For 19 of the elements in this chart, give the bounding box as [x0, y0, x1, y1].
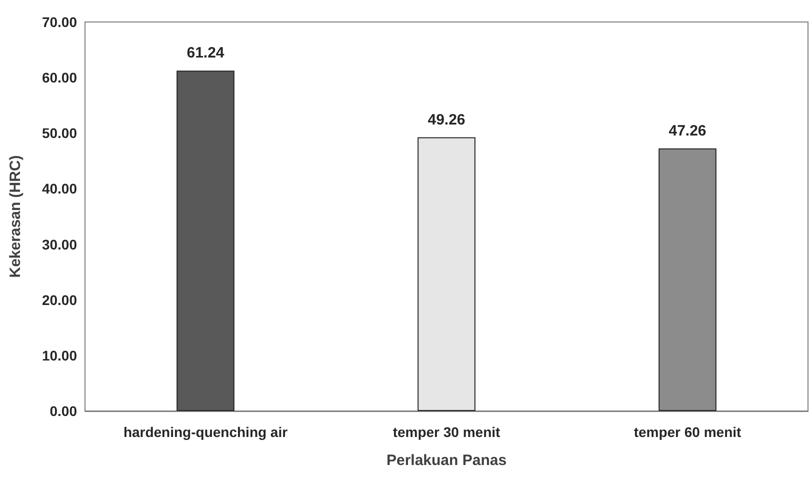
y-axis-title: Kekerasan (HRC) [7, 155, 24, 278]
bar [176, 70, 234, 411]
y-tick-label: 70.00 [42, 14, 78, 30]
x-axis-title: Perlakuan Panas [386, 452, 507, 469]
y-tick-label: 40.00 [42, 180, 78, 197]
y-tick-label: 10.00 [42, 347, 78, 364]
bar [418, 137, 476, 411]
y-tick-label: 60.00 [42, 70, 78, 86]
x-tick-label: temper 60 menit [634, 424, 742, 440]
bar [658, 148, 716, 411]
y-tick-label: 50.00 [42, 125, 78, 142]
data-label: 49.26 [428, 111, 466, 128]
y-tick-label: 0.00 [50, 403, 78, 419]
y-tick-label: 30.00 [42, 236, 78, 252]
y-tick-label: 20.00 [42, 292, 78, 308]
data-label: 47.26 [668, 122, 706, 140]
x-tick-label: temper 30 menit [392, 424, 501, 440]
x-tick-label: hardening-quenching air [123, 424, 288, 440]
data-label: 61.24 [186, 44, 225, 62]
